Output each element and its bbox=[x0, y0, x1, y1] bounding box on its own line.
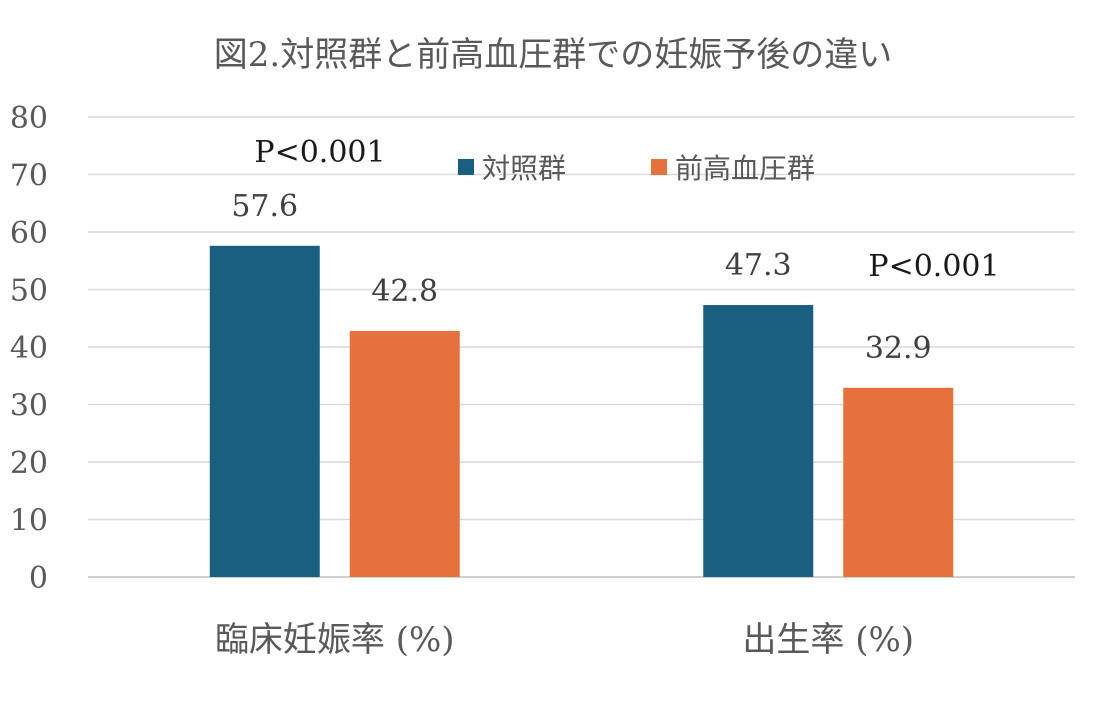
bar-value-label: 57.6 bbox=[231, 189, 298, 224]
legend-label-prehypertension: 前高血圧群 bbox=[675, 152, 815, 185]
value-labels: 57.6 42.8 47.3 32.9 bbox=[231, 189, 931, 366]
legend-swatch-prehypertension bbox=[651, 159, 667, 175]
bar-control bbox=[209, 245, 320, 578]
bar-prehypertension bbox=[843, 387, 954, 577]
y-tick-label: 40 bbox=[10, 331, 48, 366]
bar-prehypertension bbox=[349, 330, 460, 577]
y-tick-label: 60 bbox=[10, 216, 48, 251]
bar-control bbox=[703, 305, 814, 577]
y-tick-label: 70 bbox=[10, 159, 48, 194]
x-axis-categories: 臨床妊娠率 (%) 出生率 (%) bbox=[215, 620, 914, 660]
p-value-annotation-live-birth: P<0.001 bbox=[868, 249, 999, 284]
x-category-label: 出生率 (%) bbox=[742, 620, 914, 660]
bars bbox=[209, 245, 954, 578]
y-tick-label: 30 bbox=[10, 389, 48, 424]
y-tick-label: 50 bbox=[10, 274, 48, 309]
bar-value-label: 47.3 bbox=[725, 248, 792, 283]
y-tick-label: 20 bbox=[10, 446, 48, 481]
y-axis-ticks: 0 10 20 30 40 50 60 70 80 bbox=[10, 101, 48, 596]
chart-title: 図2.対照群と前高血圧群での妊娠予後の違い bbox=[214, 35, 892, 75]
legend-label-control: 対照群 bbox=[482, 152, 566, 185]
legend: 対照群 前高血圧群 bbox=[458, 152, 815, 185]
x-category-label: 臨床妊娠率 (%) bbox=[215, 620, 455, 660]
y-tick-label: 0 bbox=[29, 561, 48, 596]
p-value-annotation-clinical-pregnancy: P<0.001 bbox=[254, 135, 385, 170]
legend-swatch-control bbox=[458, 159, 474, 175]
y-tick-label: 80 bbox=[10, 101, 48, 136]
bar-value-label: 32.9 bbox=[865, 331, 932, 366]
bar-value-label: 42.8 bbox=[371, 274, 438, 309]
y-tick-label: 10 bbox=[10, 504, 48, 539]
